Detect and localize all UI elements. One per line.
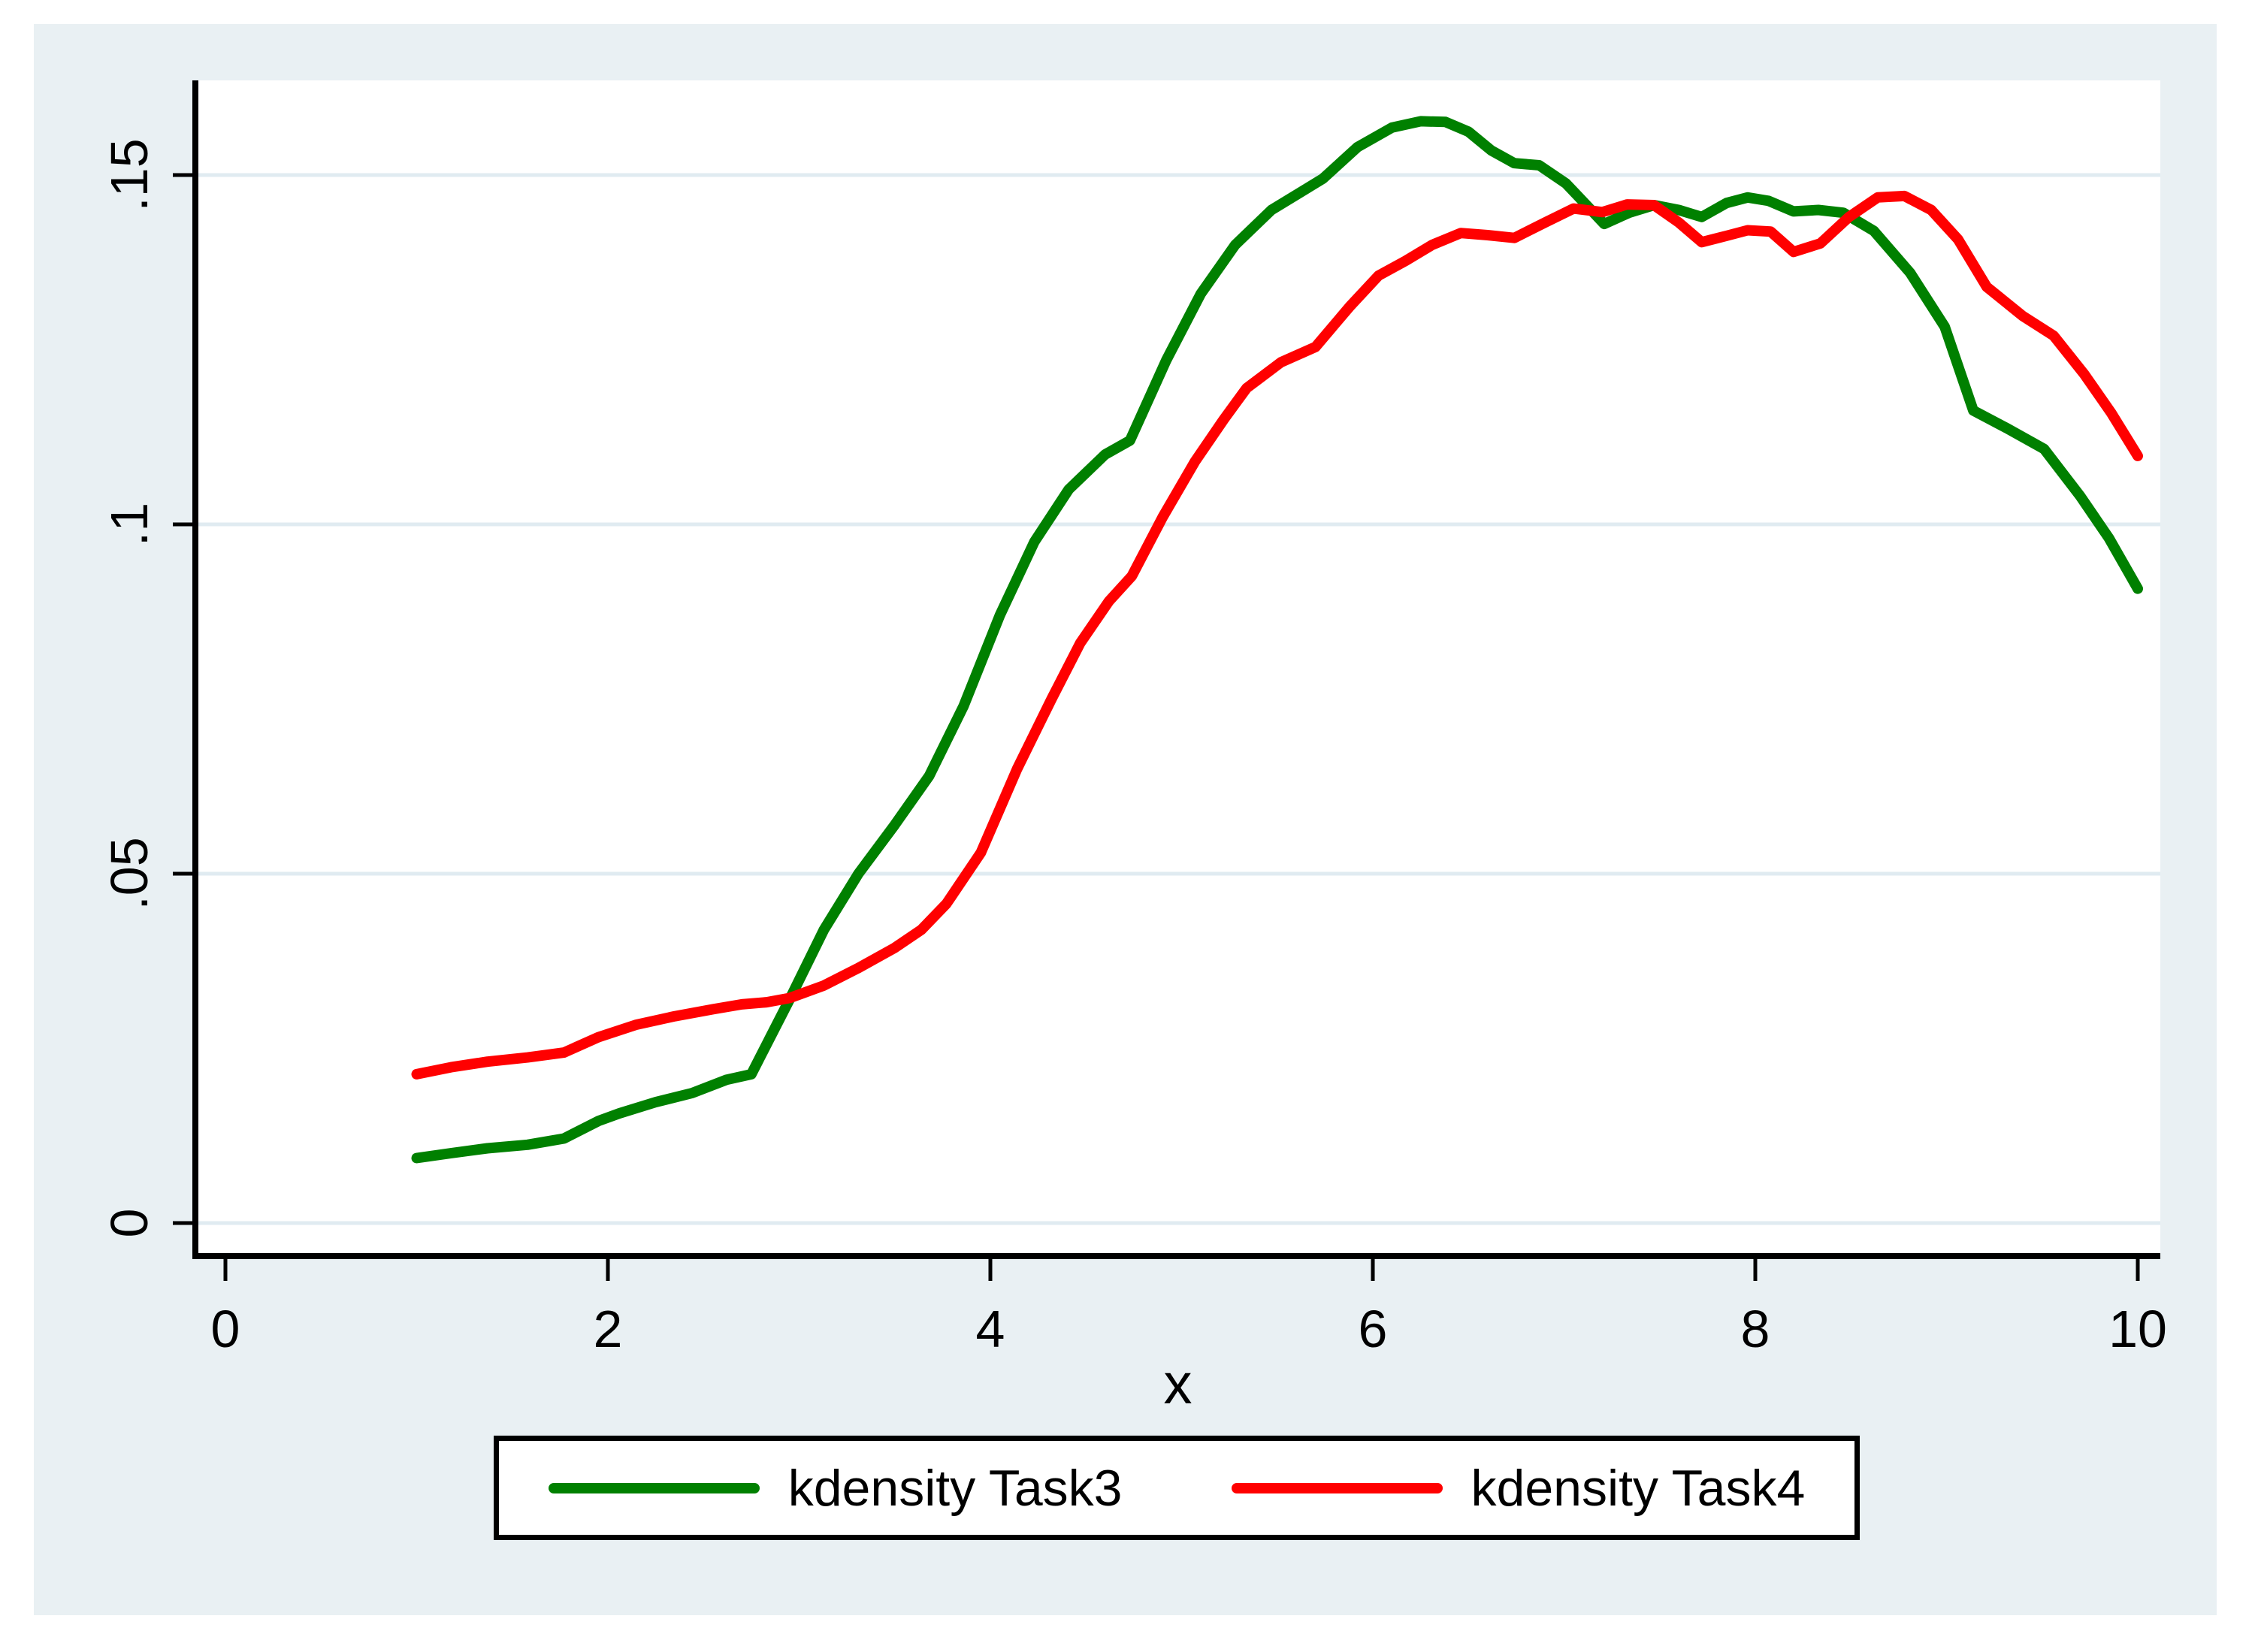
x-tick-label: 8 [1741, 1300, 1770, 1358]
x-tick-label: 2 [594, 1300, 623, 1358]
legend-label-task3: kdensity Task3 [787, 1459, 1123, 1517]
y-tick-label: .1 [100, 503, 159, 546]
y-tick-label: .05 [100, 837, 159, 910]
task3-line-swatch-icon [548, 1482, 760, 1493]
x-tick-label: 4 [976, 1300, 1005, 1358]
legend: kdensity Task3 kdensity Task4 [494, 1436, 1860, 1540]
task4-line-swatch-icon [1231, 1482, 1443, 1493]
series-line-task3 [411, 116, 2143, 1164]
x-tick-label: 10 [2108, 1300, 2167, 1358]
legend-item-task3: kdensity Task3 [548, 1459, 1123, 1517]
x-tick-label: 0 [211, 1300, 240, 1358]
plot-area [195, 80, 2160, 1256]
legend-item-task4: kdensity Task4 [1231, 1459, 1806, 1517]
x-axis-title: x [1164, 1352, 1192, 1416]
y-tick-label: .15 [100, 138, 159, 211]
legend-label-task4: kdensity Task4 [1471, 1459, 1806, 1517]
series-line-task4 [411, 190, 2143, 1080]
y-tick-label: 0 [100, 1209, 159, 1238]
x-tick-label: 6 [1359, 1300, 1388, 1358]
